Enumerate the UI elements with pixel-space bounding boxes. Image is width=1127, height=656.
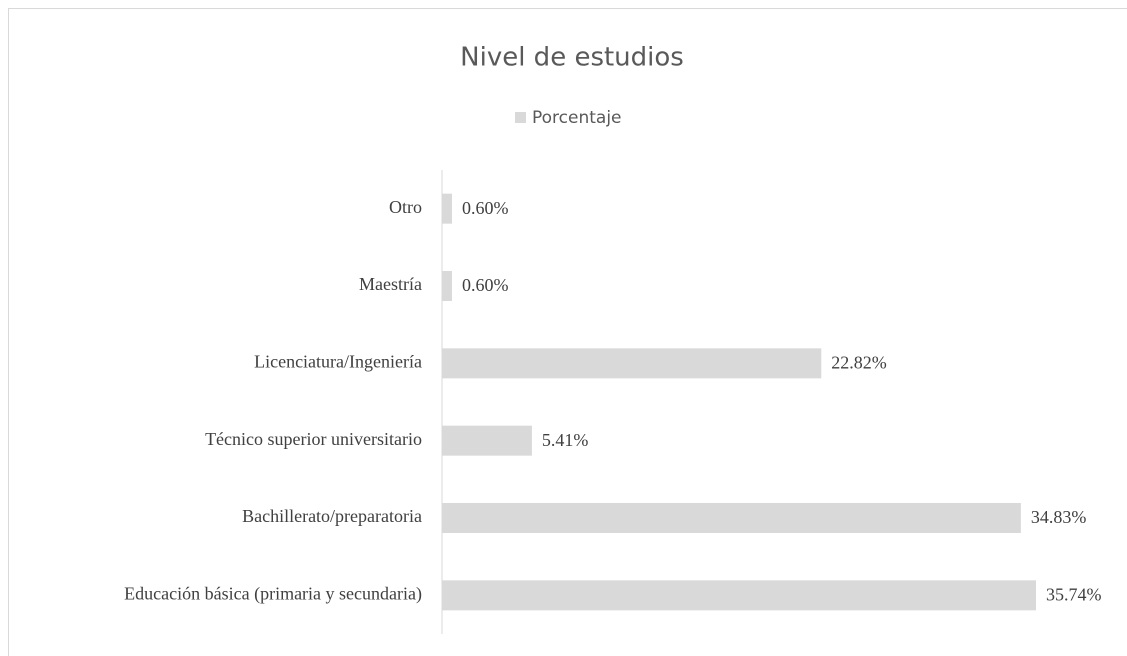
category-label: Otro	[389, 197, 422, 217]
bar	[442, 425, 532, 456]
chart-title: Nivel de estudios	[460, 43, 684, 73]
legend-label: Porcentaje	[532, 108, 622, 128]
bar	[442, 503, 1021, 533]
value-label: 22.82%	[831, 352, 887, 372]
value-label: 35.74%	[1046, 584, 1102, 604]
value-label: 0.60%	[462, 198, 509, 218]
value-label: 0.60%	[462, 275, 509, 295]
bar	[442, 348, 822, 379]
category-label: Maestría	[359, 274, 422, 294]
value-label: 5.41%	[542, 430, 589, 450]
bar	[442, 580, 1036, 611]
chart-frame	[8, 8, 1127, 656]
category-label: Educación básica (primaria y secundaria)	[124, 583, 422, 604]
category-label: Bachillerato/preparatoria	[242, 506, 422, 526]
bar	[442, 271, 452, 301]
bar	[442, 193, 452, 224]
category-label: Técnico superior universitario	[205, 429, 422, 449]
value-label: 34.83%	[1031, 507, 1087, 527]
category-label: Licenciatura/Ingeniería	[254, 351, 422, 371]
legend-swatch	[515, 112, 526, 123]
